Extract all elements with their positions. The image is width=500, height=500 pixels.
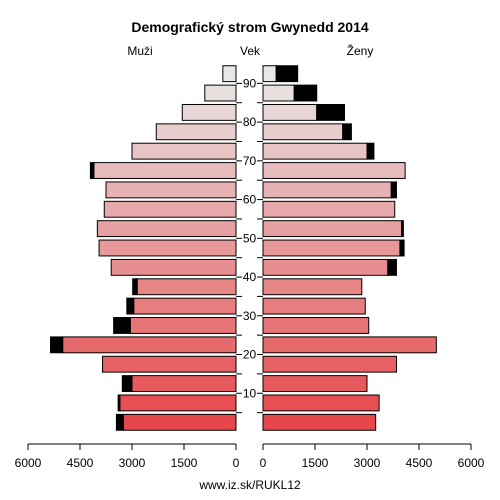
male-bar-55-59 [103, 200, 237, 218]
left-label: Muži [127, 44, 152, 58]
female-bar-25-29 [262, 317, 370, 334]
female-bar-60-64 [262, 181, 392, 199]
male-bar-90+ [222, 65, 237, 83]
male-bar-35-39 [136, 278, 237, 296]
female-bar-85-89 [262, 84, 295, 102]
x-tick-label: 6000 [458, 456, 485, 470]
age-tick-label: 40 [243, 270, 257, 284]
male-bar-85-89 [204, 84, 237, 102]
age-tick-label: 60 [243, 193, 257, 207]
female-bar-75-79 [262, 123, 344, 141]
male-excess-5-9 [117, 394, 121, 412]
female-bar-70-74 [262, 142, 368, 160]
male-bar-40-44 [110, 258, 237, 276]
male-excess-25-29 [113, 317, 131, 334]
female-bar-80-84 [262, 103, 318, 121]
female-bar-0-4 [262, 413, 377, 431]
female-bar-35-39 [262, 278, 363, 296]
female-bar-30-34 [262, 297, 366, 315]
female-bar-15-19 [262, 355, 397, 373]
female-excess-70-74 [366, 142, 375, 160]
source-label: www.iz.sk/RUKL12 [198, 478, 301, 492]
age-tick-label: 70 [243, 154, 257, 168]
age-tick-label: 50 [243, 231, 257, 245]
age-tick-label: 20 [243, 348, 257, 362]
x-tick-label: 0 [260, 456, 267, 470]
female-bars [262, 65, 437, 431]
x-tick-label: 1500 [171, 456, 198, 470]
male-bar-0-4 [122, 413, 237, 431]
female-excess-75-79 [342, 123, 352, 141]
male-bar-15-19 [102, 355, 237, 373]
female-bar-10-14 [262, 375, 368, 393]
male-excess-65-69 [89, 162, 95, 179]
age-tick-label: 10 [243, 386, 257, 400]
chart-title: Demografický strom Gwynedd 2014 [131, 19, 369, 35]
x-tick-label: 1500 [302, 456, 329, 470]
male-bars [50, 65, 237, 431]
male-bar-45-49 [98, 239, 237, 257]
center-label: Vek [240, 44, 261, 58]
female-bar-65-69 [262, 162, 406, 179]
female-excess-85-89 [293, 84, 318, 102]
male-bar-65-69 [93, 162, 237, 179]
female-bar-55-59 [262, 200, 396, 218]
female-excess-50-54 [401, 220, 404, 238]
male-bar-70-74 [131, 142, 237, 160]
male-bar-60-64 [105, 181, 237, 199]
male-bar-5-9 [119, 394, 237, 412]
x-axis-right: 0 1500 3000 4500 6000 [260, 443, 485, 470]
female-bar-40-44 [262, 258, 389, 276]
male-bar-20-24 [62, 336, 237, 354]
female-excess-80-84 [316, 103, 345, 121]
male-excess-20-24 [50, 336, 64, 354]
female-bar-50-54 [262, 220, 403, 238]
age-tick-label: 80 [243, 115, 257, 129]
x-tick-label: 0 [233, 456, 240, 470]
male-bar-80-84 [181, 103, 237, 121]
age-tick-label: 90 [243, 76, 257, 90]
x-axis-left: 6000 4500 3000 1500 0 [15, 443, 240, 470]
female-excess-90+ [275, 65, 299, 83]
female-bar-20-24 [262, 336, 437, 354]
x-tick-label: 6000 [15, 456, 42, 470]
male-excess-35-39 [132, 278, 138, 296]
male-excess-30-34 [126, 297, 135, 315]
age-tick-label: 30 [243, 309, 257, 323]
female-bar-5-9 [262, 394, 380, 412]
x-tick-label: 4500 [67, 456, 94, 470]
male-bar-50-54 [96, 220, 237, 238]
female-bar-90+ [262, 65, 277, 83]
male-bar-25-29 [129, 317, 237, 334]
female-excess-45-49 [399, 239, 405, 257]
x-tick-label: 3000 [119, 456, 146, 470]
x-tick-label: 4500 [406, 456, 433, 470]
male-excess-0-4 [115, 413, 124, 431]
female-excess-40-44 [387, 258, 397, 276]
male-bar-75-79 [155, 123, 237, 141]
right-label: Ženy [347, 43, 374, 58]
male-excess-10-14 [121, 375, 133, 393]
female-bar-45-49 [262, 239, 401, 257]
x-tick-label: 3000 [354, 456, 381, 470]
male-bar-10-14 [131, 375, 237, 393]
female-excess-60-64 [390, 181, 397, 199]
male-bar-30-34 [133, 297, 237, 315]
age-axis: 10 20 30 40 50 60 70 80 90 [236, 76, 263, 414]
